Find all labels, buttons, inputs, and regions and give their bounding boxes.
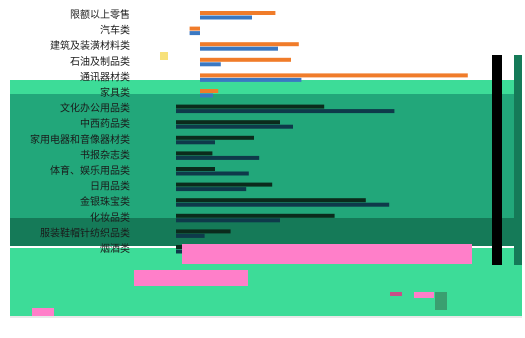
category-label: 体育、娱乐用品类 [50, 164, 130, 177]
bar-2-8 [176, 140, 215, 145]
category-label: 汽车类 [100, 24, 130, 37]
bar-1-12 [176, 198, 366, 203]
bar-2-9 [176, 155, 260, 160]
glitch-magenta-mark [390, 292, 402, 296]
bar-1-3 [200, 57, 291, 62]
category-label: 家具类 [100, 86, 130, 99]
bar-1-11 [176, 182, 273, 187]
category-label: 化妆品类 [90, 211, 130, 224]
bar-1-6 [176, 104, 325, 109]
bar-2-6 [176, 109, 395, 114]
right-edge-strip [514, 55, 522, 265]
category-label: 石油及制品类 [70, 55, 130, 68]
category-label: 中西药品类 [80, 117, 130, 130]
bar-1-10 [176, 167, 215, 171]
bar-1-0 [200, 11, 276, 15]
category-label: 金银珠宝类 [80, 195, 130, 208]
bar-1-7 [176, 120, 280, 125]
category-label: 建筑及装潢材料类 [50, 39, 130, 52]
band-lower [10, 218, 522, 246]
category-label: 日用品类 [90, 180, 130, 193]
bar-2-1 [189, 31, 200, 36]
category-label: 服装鞋帽针纺织品类 [40, 226, 130, 239]
category-labels: 限额以上零售汽车类建筑及装潢材料类石油及制品类通讯器材类家具类文化办公用品类中西… [30, 8, 130, 255]
bar-1-4 [200, 73, 468, 78]
bar-2-14 [176, 233, 205, 238]
glitch-pink-block [134, 270, 248, 286]
bar-2-5 [200, 93, 213, 98]
bar-2-11 [176, 187, 247, 192]
bar-2-3 [200, 62, 221, 67]
bar-1-13 [176, 213, 335, 218]
bar-2-4 [200, 77, 302, 82]
category-label: 家用电器和音像器材类 [30, 133, 130, 146]
glitch-pink-left [32, 308, 54, 318]
bar-2-0 [200, 15, 252, 20]
bar-1-2 [200, 42, 299, 47]
bar-2-10 [176, 171, 249, 176]
bar-2-2 [200, 46, 278, 51]
category-label: 通讯器材类 [80, 70, 130, 83]
glitch-bottom-line [10, 316, 522, 318]
glitch-yellow-square [160, 52, 168, 60]
glitch-pink-right [414, 292, 434, 298]
category-label: 书报杂志类 [80, 148, 130, 161]
glitch-overlay [10, 52, 522, 318]
bar-2-13 [176, 218, 280, 223]
category-label: 烟酒类 [100, 242, 130, 255]
bar-1-1 [189, 26, 200, 31]
glitch-green-square [435, 292, 447, 310]
bar-1-9 [176, 151, 213, 156]
category-label: 文化办公用品类 [60, 102, 130, 115]
bar-1-5 [200, 89, 219, 93]
bar-2-12 [176, 202, 390, 207]
bar-2-7 [176, 124, 293, 129]
category-label: 限额以上零售 [70, 8, 130, 21]
bar-1-8 [176, 135, 254, 140]
right-dark-strip [492, 55, 502, 265]
glitch-pink-band [182, 244, 472, 264]
band-top [10, 80, 522, 94]
bar-1-14 [176, 229, 231, 234]
